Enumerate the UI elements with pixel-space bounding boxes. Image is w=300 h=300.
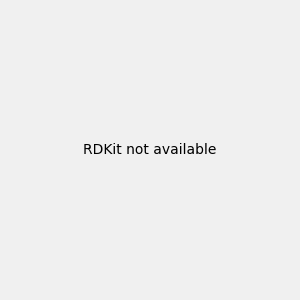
Text: RDKit not available: RDKit not available [83,143,217,157]
